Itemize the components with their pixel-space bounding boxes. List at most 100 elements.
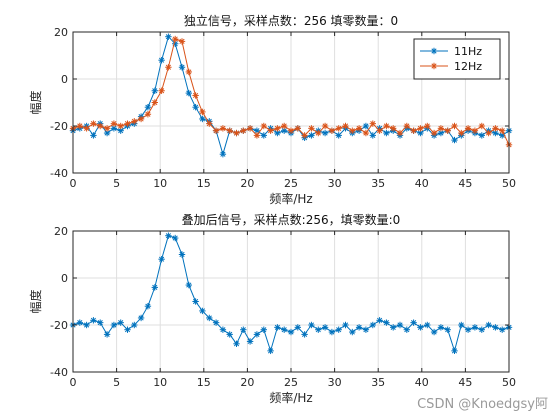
data-point [137,314,145,322]
data-point [369,120,376,127]
data-point [424,122,431,130]
data-point [335,132,342,139]
data-point [158,87,165,94]
data-point [444,127,451,134]
legend-label: 11Hz [454,45,482,58]
data-point [117,319,124,326]
data-point [396,321,404,329]
data-point [110,125,118,132]
data-point [90,132,97,139]
data-point [83,321,90,329]
data-point [349,328,356,336]
data-point [206,314,213,322]
data-point [485,129,492,137]
data-point [321,324,329,331]
data-point [137,115,145,123]
data-point [437,324,445,331]
data-point [131,118,138,125]
data-point [424,321,431,329]
data-point [498,127,506,134]
data-point [124,120,131,127]
data-point [76,319,84,326]
x-tick-label: 50 [502,376,516,389]
data-point [287,127,295,134]
data-point [485,321,492,329]
data-point [471,324,479,331]
x-tick-label: 40 [415,376,429,389]
data-point [76,122,84,130]
data-point [110,120,118,127]
x-tick-label: 45 [458,376,472,389]
x-tick-label: 30 [328,376,342,389]
x-tick-label: 20 [240,177,254,190]
x-tick-label: 10 [153,177,167,190]
data-point [131,321,138,329]
y-tick-label: -40 [50,366,68,379]
data-point [274,324,281,331]
data-point [308,125,315,132]
data-point [492,324,499,331]
data-point [253,132,261,139]
data-point [219,125,227,132]
x-tick-label: 20 [240,376,254,389]
chart-title: 独立信号，采样点数：256 填零数量：0 [184,13,398,28]
data-point [294,324,302,331]
chart-1: 0 5 10 15 20 25 30 35 40 45 50 -40 -20 0 20 独立信号，采样点数：2… [28,13,516,206]
data-point [403,326,411,333]
data-point [144,104,152,111]
x-tick-label: 35 [371,177,385,190]
y-axis-label: 幅度 [28,90,43,114]
data-point [321,129,329,137]
series-12Hz [69,35,513,148]
data-point [110,321,118,329]
data-point [192,104,199,111]
data-point [321,122,329,130]
chart-2: 0 5 10 15 20 25 30 35 40 45 50 -40 -20 0 20 叠加后信号，采样点数:… [28,212,516,405]
data-point [253,331,261,338]
watermark: CSDN @Knoedgsy阿 [417,397,548,412]
data-point [342,321,349,329]
x-tick-label: 25 [284,376,298,389]
data-point [294,125,302,132]
x-tick-label: 50 [502,177,516,190]
data-point [185,68,193,76]
data-point [335,125,342,132]
data-point [185,281,193,289]
data-point [144,111,152,118]
data-point [417,125,424,132]
data-point [396,129,404,137]
legend-box [413,38,501,80]
data-point [178,251,186,258]
data-point [362,326,370,333]
data-point [117,122,124,130]
y-tick-label: 0 [61,73,68,86]
x-axis-label: 频率/Hz [269,191,312,206]
x-tick-label: 40 [415,177,429,190]
data-point [192,298,199,305]
data-point [287,328,295,336]
chart-title: 叠加后信号，采样点数:256，填零数量:0 [182,212,401,227]
legend: 11Hz 12Hz [413,38,501,80]
data-point [260,326,267,333]
y-tick-label: 0 [61,272,68,285]
data-point [315,129,322,137]
data-point [430,129,438,137]
data-point [308,132,315,139]
data-point [165,33,172,40]
data-point [444,326,451,333]
y-axis-label: 幅度 [28,289,43,313]
data-point [124,326,131,333]
data-point [151,284,158,291]
data-point [355,125,363,132]
data-point [226,127,233,134]
data-point [280,122,288,130]
data-point [355,324,363,331]
data-point [451,347,458,355]
x-tick-label: 15 [197,177,211,190]
data-point [342,122,349,130]
y-tick-label: -20 [50,120,68,133]
data-point [158,256,165,263]
data-point [212,127,220,134]
data-point [430,328,438,336]
data-point [464,326,472,333]
